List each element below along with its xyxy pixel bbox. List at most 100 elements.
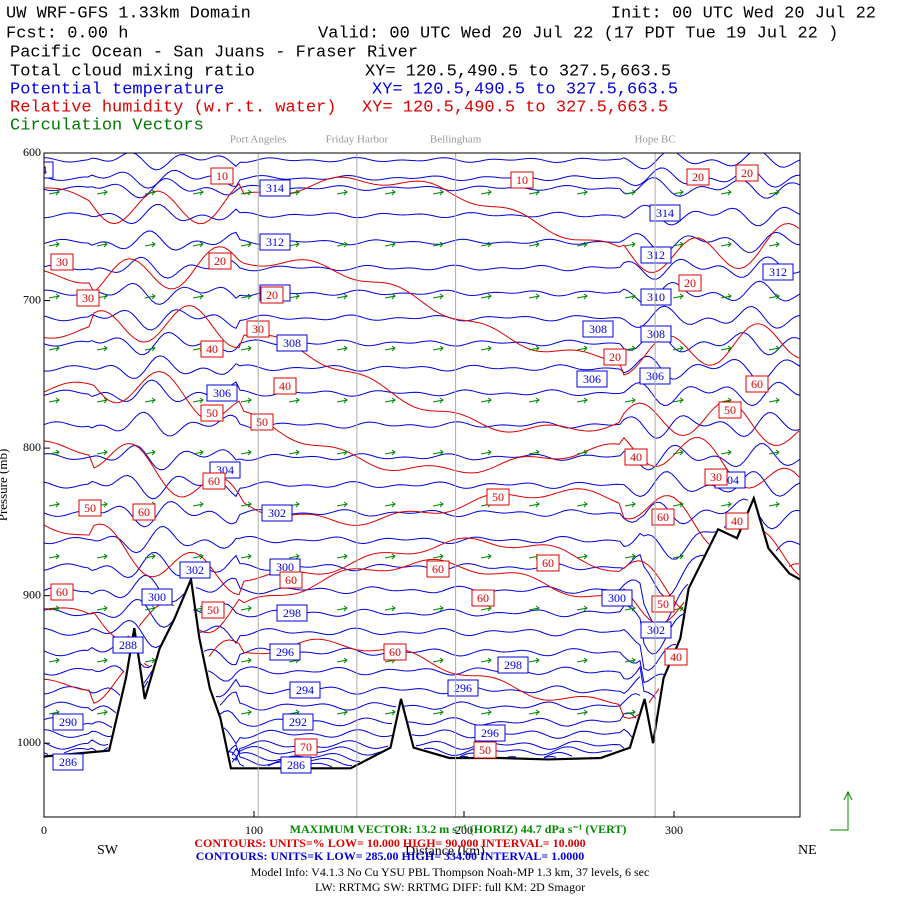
rh-label: 40: [670, 650, 682, 664]
theta-label: 292: [289, 715, 307, 729]
theta-label-box: [640, 288, 672, 306]
circulation-vector: [240, 397, 252, 404]
theta-isoline: [44, 379, 800, 407]
theta-isoline: [231, 747, 573, 762]
theta-label: 306: [213, 386, 231, 400]
rh-label-box: [201, 601, 225, 619]
rh-label: 40: [731, 514, 743, 528]
circulation-vector: [480, 553, 492, 560]
theta-isoline: [44, 203, 800, 227]
circulation-vector: [144, 189, 156, 196]
circulation-vector: [768, 397, 780, 404]
x-axis-label: Distance (km): [405, 844, 485, 859]
y-tick-label: 700: [23, 292, 41, 306]
circulation-vector: [528, 449, 540, 456]
circulation-vector: [672, 449, 684, 456]
circulation-vector: [336, 657, 348, 664]
theta-isoline: [44, 739, 625, 761]
theta-label: 298: [504, 658, 522, 672]
circulation-vector: [672, 605, 684, 612]
theta-isoline: [44, 355, 800, 382]
rh-label-box: [250, 413, 274, 431]
theta-isoline: [44, 471, 800, 500]
circulation-vector: [528, 605, 540, 612]
theta-isoline: [44, 665, 657, 699]
init-time: Init: 00 UTC Wed 20 Jul 22: [611, 4, 876, 23]
rh-label: 50: [84, 501, 96, 515]
rh-label-box: [678, 274, 702, 292]
rh-isoline: [44, 176, 800, 273]
theta-isoline: [44, 280, 800, 305]
circulation-vector: [144, 605, 156, 612]
plot-content: 314 312 310 308 306 304 302 300 298 296 294 292 290 2…: [44, 153, 800, 774]
circulation-vector: [384, 189, 396, 196]
circulation-vector: [240, 709, 252, 716]
circulation-vector: [720, 345, 732, 352]
rh-label-box: [76, 289, 100, 307]
circulation-vector: [624, 293, 636, 300]
rh-label-box: [78, 499, 102, 517]
theta-label-box: [44, 161, 54, 179]
circulation-vector: [528, 241, 540, 248]
circulation-vector: [576, 553, 588, 560]
circulation-vector: [240, 189, 252, 196]
circulation-vector: [48, 345, 60, 352]
field-xy: XY= 120.5,490.5 to 327.5,663.5: [372, 80, 678, 99]
field-name: Total cloud mixing ratio: [10, 62, 255, 81]
circulation-vector: [672, 501, 684, 508]
circulation-vector: [192, 189, 204, 196]
circulation-vector: [576, 449, 588, 456]
circulation-vector: [624, 709, 636, 716]
location-name: Hope BC: [634, 134, 675, 146]
circulation-vector: [768, 293, 780, 300]
circulation-vector: [480, 657, 492, 664]
circulation-vector: [480, 241, 492, 248]
circulation-vector: [768, 241, 780, 248]
left-direction: SW: [97, 843, 119, 858]
theta-isoline: [44, 305, 800, 331]
circulation-vector: [144, 553, 156, 560]
theta-label-box: [52, 753, 84, 771]
y-axis-label: Pressure (mb): [0, 449, 10, 522]
circulation-vector: [144, 293, 156, 300]
theta-label-box: [280, 756, 312, 774]
rh-label-box: [279, 571, 303, 589]
circulation-vector: [48, 241, 60, 248]
x-tick-label: 300: [665, 823, 683, 837]
theta-label-box: [261, 504, 293, 522]
circulation-vector: [240, 241, 252, 248]
circulation-vector: [240, 553, 252, 560]
circulation-vector: [288, 449, 300, 456]
circulation-vector: [576, 293, 588, 300]
reference-vector: [830, 790, 853, 831]
rh-label: 50: [657, 597, 669, 611]
circulation-vector: [672, 241, 684, 248]
x-tick-label: 100: [245, 823, 263, 837]
circulation-vector: [432, 605, 444, 612]
circulation-vector: [240, 605, 252, 612]
theta-label-box: [640, 325, 672, 343]
circulation-vector: [432, 293, 444, 300]
rh-label: 30: [82, 291, 94, 305]
circulation-vector: [336, 449, 348, 456]
rh-label-box: [486, 488, 510, 506]
circulation-vector: [336, 605, 348, 612]
circulation-vector: [384, 449, 396, 456]
rh-label-box: [536, 554, 560, 572]
circulation-vector: [240, 657, 252, 664]
circulation-vector: [432, 241, 444, 248]
rh-label-box: [273, 377, 297, 395]
circulation-vector: [528, 397, 540, 404]
theta-label-box: [649, 204, 681, 222]
rh-isoline: [44, 638, 660, 719]
theta-label: 302: [647, 623, 665, 637]
location-name: Friday Harbor: [326, 134, 389, 146]
rh-label: 60: [285, 573, 297, 587]
rh-label-box: [210, 167, 234, 185]
circulation-vector: [528, 709, 540, 716]
theta-label-box: [282, 713, 314, 731]
rh-label: 60: [56, 585, 68, 599]
rh-label-box: [651, 508, 675, 526]
theta-isoline: [44, 551, 705, 598]
circulation-vector: [768, 449, 780, 456]
